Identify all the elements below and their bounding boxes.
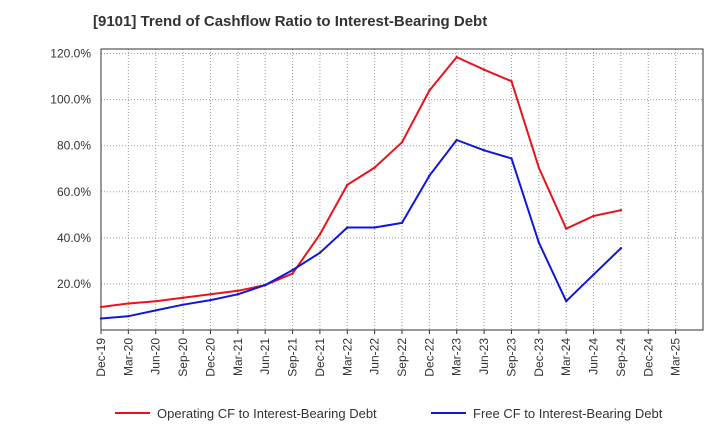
y-axis-ticks: 20.0% 40.0% 60.0% 80.0% 100.0% 120.0% bbox=[50, 47, 91, 291]
chart-title: [9101] Trend of Cashflow Ratio to Intere… bbox=[93, 13, 488, 30]
data-point bbox=[482, 149, 486, 152]
x-tick-label: Jun-20 bbox=[149, 338, 163, 375]
data-point bbox=[181, 303, 185, 306]
data-point bbox=[592, 214, 595, 218]
data-point bbox=[346, 183, 349, 187]
x-tick-label: Sep-21 bbox=[286, 338, 300, 377]
series-line-free-cf bbox=[100, 139, 622, 320]
data-point bbox=[236, 293, 240, 296]
data-point bbox=[482, 68, 486, 71]
y-tick-label: 20.0% bbox=[57, 277, 91, 291]
x-tick-label: Jun-21 bbox=[258, 338, 272, 375]
x-tick-label: Sep-22 bbox=[395, 338, 409, 377]
x-tick-label: Dec-21 bbox=[313, 338, 327, 377]
data-point bbox=[346, 226, 349, 229]
data-point bbox=[236, 289, 240, 293]
x-tick-label: Dec-19 bbox=[94, 338, 108, 377]
data-point bbox=[127, 302, 130, 305]
x-tick-label: Sep-20 bbox=[176, 338, 190, 377]
data-point bbox=[428, 89, 431, 92]
x-tick-label: Dec-24 bbox=[641, 338, 655, 377]
data-point bbox=[592, 273, 595, 276]
x-tick-label: Mar-20 bbox=[121, 338, 135, 376]
data-point bbox=[154, 300, 157, 303]
data-point bbox=[99, 305, 103, 309]
x-tick-label: Mar-21 bbox=[231, 338, 245, 376]
y-tick-label: 40.0% bbox=[57, 231, 91, 245]
data-point bbox=[619, 209, 623, 212]
data-point bbox=[510, 80, 513, 83]
data-point bbox=[209, 293, 212, 296]
x-tick-label: Jun-23 bbox=[477, 338, 491, 375]
data-point bbox=[564, 300, 568, 303]
y-tick-label: 80.0% bbox=[57, 139, 91, 153]
x-tick-label: Jun-24 bbox=[587, 338, 601, 375]
data-point bbox=[400, 221, 404, 225]
data-point bbox=[318, 251, 322, 255]
legend-label: Free CF to Interest-Bearing Debt bbox=[473, 406, 663, 421]
grid-lines bbox=[101, 49, 703, 330]
y-tick-label: 100.0% bbox=[50, 93, 91, 107]
x-tick-label: Sep-24 bbox=[614, 338, 628, 377]
data-point bbox=[537, 241, 541, 244]
data-point bbox=[291, 268, 294, 272]
x-tick-label: Sep-23 bbox=[504, 338, 518, 377]
data-point bbox=[428, 174, 431, 177]
legend-label: Operating CF to Interest-Bearing Debt bbox=[157, 406, 377, 421]
legend: Operating CF to Interest-Bearing Debt Fre… bbox=[115, 406, 663, 421]
data-point bbox=[564, 227, 568, 230]
data-point bbox=[455, 55, 458, 59]
data-point bbox=[99, 317, 103, 320]
data-point bbox=[400, 141, 404, 144]
series-lines bbox=[99, 55, 623, 320]
x-tick-label: Dec-20 bbox=[203, 338, 217, 377]
data-point bbox=[181, 296, 185, 299]
data-point bbox=[537, 166, 541, 169]
data-point bbox=[154, 309, 157, 312]
x-tick-label: Jun-22 bbox=[368, 338, 382, 375]
data-point bbox=[127, 314, 130, 318]
data-point bbox=[373, 226, 376, 229]
x-tick-label: Dec-22 bbox=[422, 338, 436, 377]
x-tick-label: Mar-25 bbox=[669, 338, 683, 376]
data-point bbox=[373, 166, 376, 169]
x-tick-label: Mar-24 bbox=[559, 338, 573, 376]
x-tick-label: Mar-22 bbox=[340, 338, 354, 376]
y-tick-label: 60.0% bbox=[57, 185, 91, 199]
x-tick-label: Dec-23 bbox=[532, 338, 546, 377]
y-tick-label: 120.0% bbox=[50, 47, 91, 61]
data-point bbox=[455, 138, 458, 142]
series-line-operating-cf bbox=[100, 56, 622, 308]
data-point bbox=[510, 157, 513, 160]
data-point bbox=[263, 283, 267, 287]
data-point bbox=[619, 247, 623, 250]
x-axis-ticks: Dec-19 Mar-20 Jun-20 Sep-20 Dec-20 Mar-21 Jun-… bbox=[94, 330, 683, 377]
x-tick-label: Mar-23 bbox=[450, 338, 464, 376]
data-point bbox=[291, 272, 294, 275]
data-point bbox=[209, 298, 212, 302]
data-point bbox=[318, 233, 322, 236]
